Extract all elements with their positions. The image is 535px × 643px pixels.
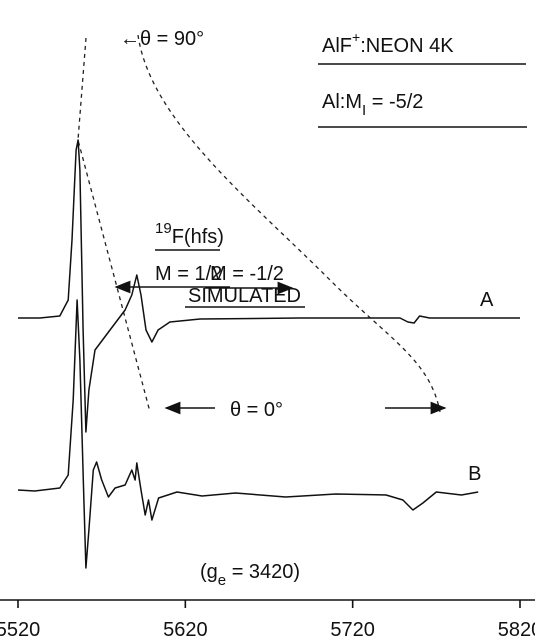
annotation: Al:MI = -5/2 bbox=[322, 91, 423, 119]
x-tick-label: 5720 bbox=[330, 619, 375, 641]
annotation: M = 1/2 bbox=[155, 263, 222, 285]
annotation: (ge = 3420) bbox=[200, 561, 300, 589]
spectrum-line bbox=[17, 299, 479, 569]
dashed-guide bbox=[137, 34, 441, 413]
annotation: M = -1/2 bbox=[210, 263, 284, 285]
series-label: B bbox=[468, 463, 481, 485]
annotation: SIMULATED bbox=[188, 285, 301, 307]
x-tick-label: 5520 bbox=[0, 619, 40, 641]
x-tick-label: 5620 bbox=[163, 619, 208, 641]
spectrum-line bbox=[18, 139, 520, 433]
series-label: A bbox=[480, 289, 494, 311]
annotation: ←θ = 90° bbox=[120, 28, 204, 50]
annotation: 19F(hfs) bbox=[155, 220, 224, 248]
annotation: θ = 0° bbox=[230, 399, 283, 421]
annotation: AlF+:NEON 4K bbox=[322, 29, 454, 57]
x-tick-label: 5820 bbox=[498, 619, 535, 641]
dashed-guide bbox=[77, 37, 151, 413]
